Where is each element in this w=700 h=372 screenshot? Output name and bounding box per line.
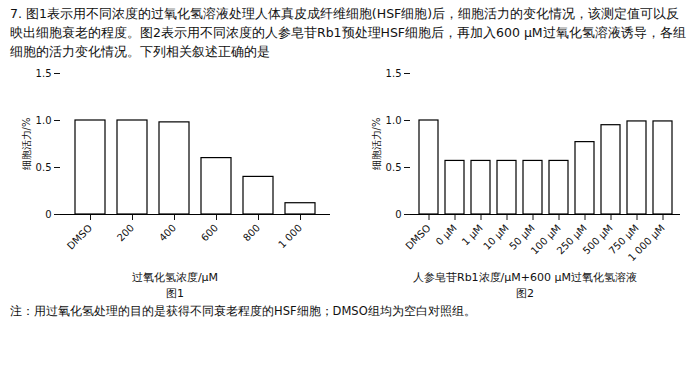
svg-text:0.5: 0.5 — [386, 162, 402, 173]
svg-text:0: 0 — [395, 209, 401, 220]
svg-text:DMSO: DMSO — [403, 222, 432, 251]
html-text:图2: 图2 — [516, 287, 534, 300]
svg-text:250 μM: 250 μM — [554, 222, 589, 257]
html-text:过氧化氢浓度/μM: 过氧化氢浓度/μM — [131, 271, 219, 284]
html-text:图1: 图1 — [166, 287, 184, 300]
svg-text:DMSO: DMSO — [65, 222, 94, 251]
svg-text:0: 0 — [45, 209, 51, 220]
svg-text:750 μM: 750 μM — [606, 222, 641, 257]
svg-text:1 μM: 1 μM — [459, 222, 485, 248]
html-text:人参皂苷Rb1浓度/μM+600 μM过氧化氢溶液: 人参皂苷Rb1浓度/μM+600 μM过氧化氢溶液 — [413, 271, 637, 284]
svg-text:细胞活力/%: 细胞活力/% — [21, 118, 32, 171]
svg-text:1.0: 1.0 — [36, 115, 52, 126]
svg-text:0.5: 0.5 — [36, 162, 52, 173]
html-text:注：用过氧化氢处理的目的是获得不同衰老程度的HSF细胞；DM: 注：用过氧化氢处理的目的是获得不同衰老程度的HSF细胞；DMSO组均为空白对照组… — [10, 304, 476, 318]
svg-text:500 μM: 500 μM — [580, 222, 615, 257]
svg-text:0 μM: 0 μM — [434, 222, 459, 247]
svg-text:1 000 μM: 1 000 μM — [626, 222, 667, 263]
svg-text:细胞活力/%: 细胞活力/% — [371, 118, 382, 171]
svg-text:10 μM: 10 μM — [481, 222, 511, 252]
svg-text:50 μM: 50 μM — [507, 222, 537, 252]
svg-text:1 000: 1 000 — [276, 222, 304, 250]
svg-text:400: 400 — [157, 222, 178, 243]
svg-text:800: 800 — [241, 222, 262, 243]
svg-text:1.0: 1.0 — [386, 115, 402, 126]
svg-text:1.5: 1.5 — [386, 68, 402, 79]
svg-text:200: 200 — [115, 222, 136, 243]
svg-text:100 μM: 100 μM — [528, 222, 563, 257]
svg-text:600: 600 — [199, 222, 220, 243]
html-text:7. 图1表示用不同浓度的过氧化氢溶液处理人体真皮成纤维细胞: 7. 图1表示用不同浓度的过氧化氢溶液处理人体真皮成纤维细胞(HSF细胞)后，细… — [10, 6, 686, 59]
svg-text:1.5: 1.5 — [36, 68, 52, 79]
